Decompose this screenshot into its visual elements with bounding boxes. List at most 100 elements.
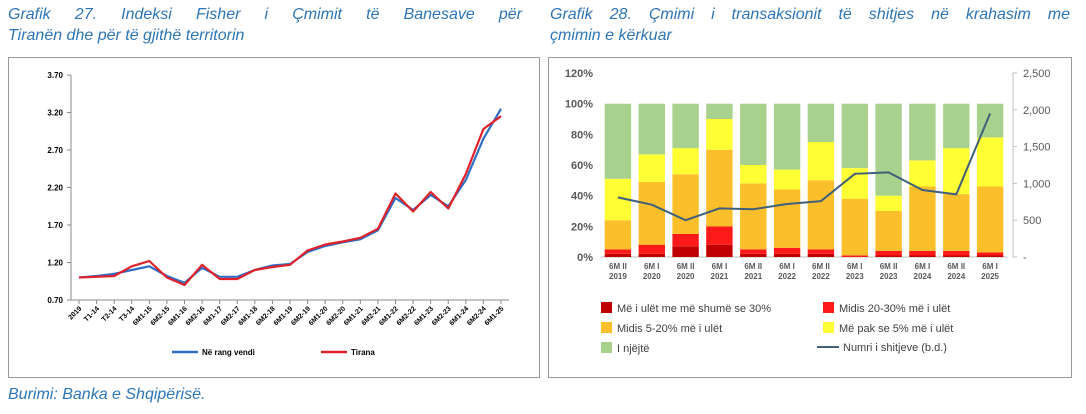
bar-segment-same	[909, 103, 936, 161]
bar-segment-same	[976, 103, 1004, 138]
y-tick-label: 2.70	[47, 146, 63, 155]
legend-label-lower-5-20: Midis 5-20% më i ulët	[617, 323, 722, 335]
x-tick-label: T2-14	[101, 305, 119, 323]
bar-segment-lower-under-5	[875, 195, 902, 211]
legend-swatch-lower-30plus	[601, 302, 612, 313]
bar-segment-lower-30plus	[773, 253, 801, 257]
right-y-tick-label: 2,000	[1023, 105, 1051, 117]
x-tick-label-period: 6M I	[982, 262, 998, 271]
bar-segment-lower-5-20	[909, 186, 936, 251]
y-tick-label: 0.70	[47, 296, 63, 305]
x-tick-label-period: 6M II	[880, 262, 898, 271]
legend-label-lower-30plus: Më i ulët me më shumë se 30%	[617, 303, 771, 315]
left-y-tick-label: 40%	[571, 191, 593, 203]
x-tick-label-period: 6M II	[812, 262, 830, 271]
bar-segment-lower-under-5	[740, 165, 767, 184]
bar-segment-lower-20-30	[672, 234, 699, 247]
bar-segment-lower-5-20	[841, 198, 868, 256]
legend-swatch-lower-under-5	[823, 322, 834, 333]
x-tick-label-period: 6M II	[947, 262, 965, 271]
right-y-tick-label: 1,500	[1023, 142, 1051, 154]
x-tick-label-period: 6M I	[915, 262, 931, 271]
left-y-tick-label: 0%	[577, 252, 593, 264]
bar-segment-lower-under-5	[773, 169, 801, 190]
bar-segment-lower-20-30	[976, 252, 1004, 256]
y-tick-label: 1.70	[47, 221, 63, 230]
bar-segment-lower-5-20	[976, 186, 1004, 253]
bar-segment-same	[841, 103, 868, 169]
legend-label-transactions: Numri i shitjeve (b.d.)	[843, 342, 947, 354]
bar-segment-lower-5-20	[807, 180, 835, 250]
bar-segment-lower-30plus	[875, 255, 902, 257]
series-line-national	[78, 108, 502, 284]
x-tick-label-period: 6M II	[609, 262, 627, 271]
legend-swatch-lower-20-30	[823, 302, 834, 313]
left-y-tick-label: 80%	[571, 129, 593, 141]
fisher-index-chart: 3.70 3.20 2.70 2.20 1.70 1.20 0.70 2019 T1-14 T2-…	[8, 57, 540, 378]
x-tick-label-year: 2025	[981, 272, 999, 281]
legend-label-lower-20-30: Midis 20-30% më i ulët	[839, 303, 950, 315]
transaction-price-chart-svg: 0% 20% 40% 60% 80% 100% 120% - 500 1,000 1,500 2,00…	[565, 68, 1051, 355]
y-tick-label: 3.20	[47, 109, 63, 118]
series-line-tirana	[78, 115, 502, 287]
bar-segment-lower-under-5	[807, 142, 835, 181]
x-tick-label-period: 6M I	[644, 262, 660, 271]
transaction-price-chart: 0% 20% 40% 60% 80% 100% 120% - 500 1,000 1,500 2,00…	[548, 57, 1072, 378]
bar-segment-lower-5-20	[773, 189, 801, 248]
bar-segment-lower-5-20	[604, 220, 632, 250]
x-tick-label-year: 2020	[643, 272, 661, 281]
bar-segment-lower-30plus	[638, 253, 665, 257]
bar-segment-lower-under-5	[638, 154, 665, 182]
bar-segment-same	[604, 103, 632, 179]
left-y-tick-label: 100%	[565, 99, 593, 111]
x-tick-label: 6M1-25	[484, 305, 506, 327]
x-tick-label-year: 2021	[711, 272, 729, 281]
bar-segment-lower-5-20	[672, 174, 699, 234]
legend-label-national: Në rang vendi	[202, 348, 255, 357]
right-y-tick-label: -	[1023, 252, 1027, 264]
bar-segment-lower-5-20	[740, 183, 767, 250]
x-tick-label-period: 6M I	[712, 262, 728, 271]
bar-segment-lower-20-30	[740, 249, 767, 254]
legend-swatch-same	[601, 342, 612, 353]
x-tick-label-year: 2020	[677, 272, 695, 281]
bar-segment-lower-20-30	[773, 247, 801, 254]
x-tick-label-period: 6M II	[744, 262, 762, 271]
bar-segment-same	[740, 103, 767, 165]
bar-segment-lower-20-30	[943, 250, 970, 256]
x-tick-label-year: 2024	[914, 272, 932, 281]
right-caption: Grafik 28. Çmimi i transaksionit të shit…	[550, 4, 1070, 46]
bar-segment-lower-30plus	[909, 255, 936, 257]
bar-segment-lower-under-5	[909, 160, 936, 187]
bar-segment-lower-20-30	[706, 226, 733, 245]
bar-segment-lower-20-30	[841, 255, 868, 257]
y-tick-label: 2.20	[47, 184, 63, 193]
left-y-tick-label: 120%	[565, 68, 593, 80]
bar-segment-lower-20-30	[638, 244, 665, 254]
bar-segment-lower-30plus	[672, 246, 699, 257]
bar-segment-same	[638, 103, 665, 155]
y-tick-label: 1.20	[47, 259, 63, 268]
legend-label-lower-under-5: Më pak se 5% më i ulët	[839, 323, 953, 335]
x-tick-label-year: 2022	[778, 272, 796, 281]
left-y-tick-label: 20%	[571, 221, 593, 233]
x-tick-label-year: 2023	[880, 272, 898, 281]
bar-segment-lower-5-20	[943, 194, 970, 251]
bar-segment-same	[773, 103, 801, 170]
fisher-index-chart-svg: 3.70 3.20 2.70 2.20 1.70 1.20 0.70 2019 T1-14 T2-…	[47, 71, 509, 357]
left-caption-line2: Tiranën dhe për të gjithë territorin	[8, 27, 245, 44]
bar-segment-lower-20-30	[909, 250, 936, 256]
x-tick-label-period: 6M I	[847, 262, 863, 271]
left-caption-line1: Grafik 27. Indeksi Fisher i Çmimit të Ba…	[8, 6, 522, 23]
right-y-tick-label: 2,500	[1023, 68, 1051, 80]
x-tick-label-year: 2019	[609, 272, 627, 281]
bar-segment-same	[706, 103, 733, 119]
bar-segment-lower-30plus	[740, 253, 767, 257]
bar-segment-lower-under-5	[976, 137, 1004, 187]
transactions-line	[617, 113, 992, 222]
bar-segment-lower-30plus	[943, 255, 970, 257]
bar-segment-lower-30plus	[976, 255, 1004, 257]
right-caption-line1: Grafik 28. Çmimi i transaksionit të shit…	[550, 6, 1070, 23]
bar-segment-lower-5-20	[875, 211, 902, 251]
bar-segment-lower-20-30	[875, 250, 902, 256]
